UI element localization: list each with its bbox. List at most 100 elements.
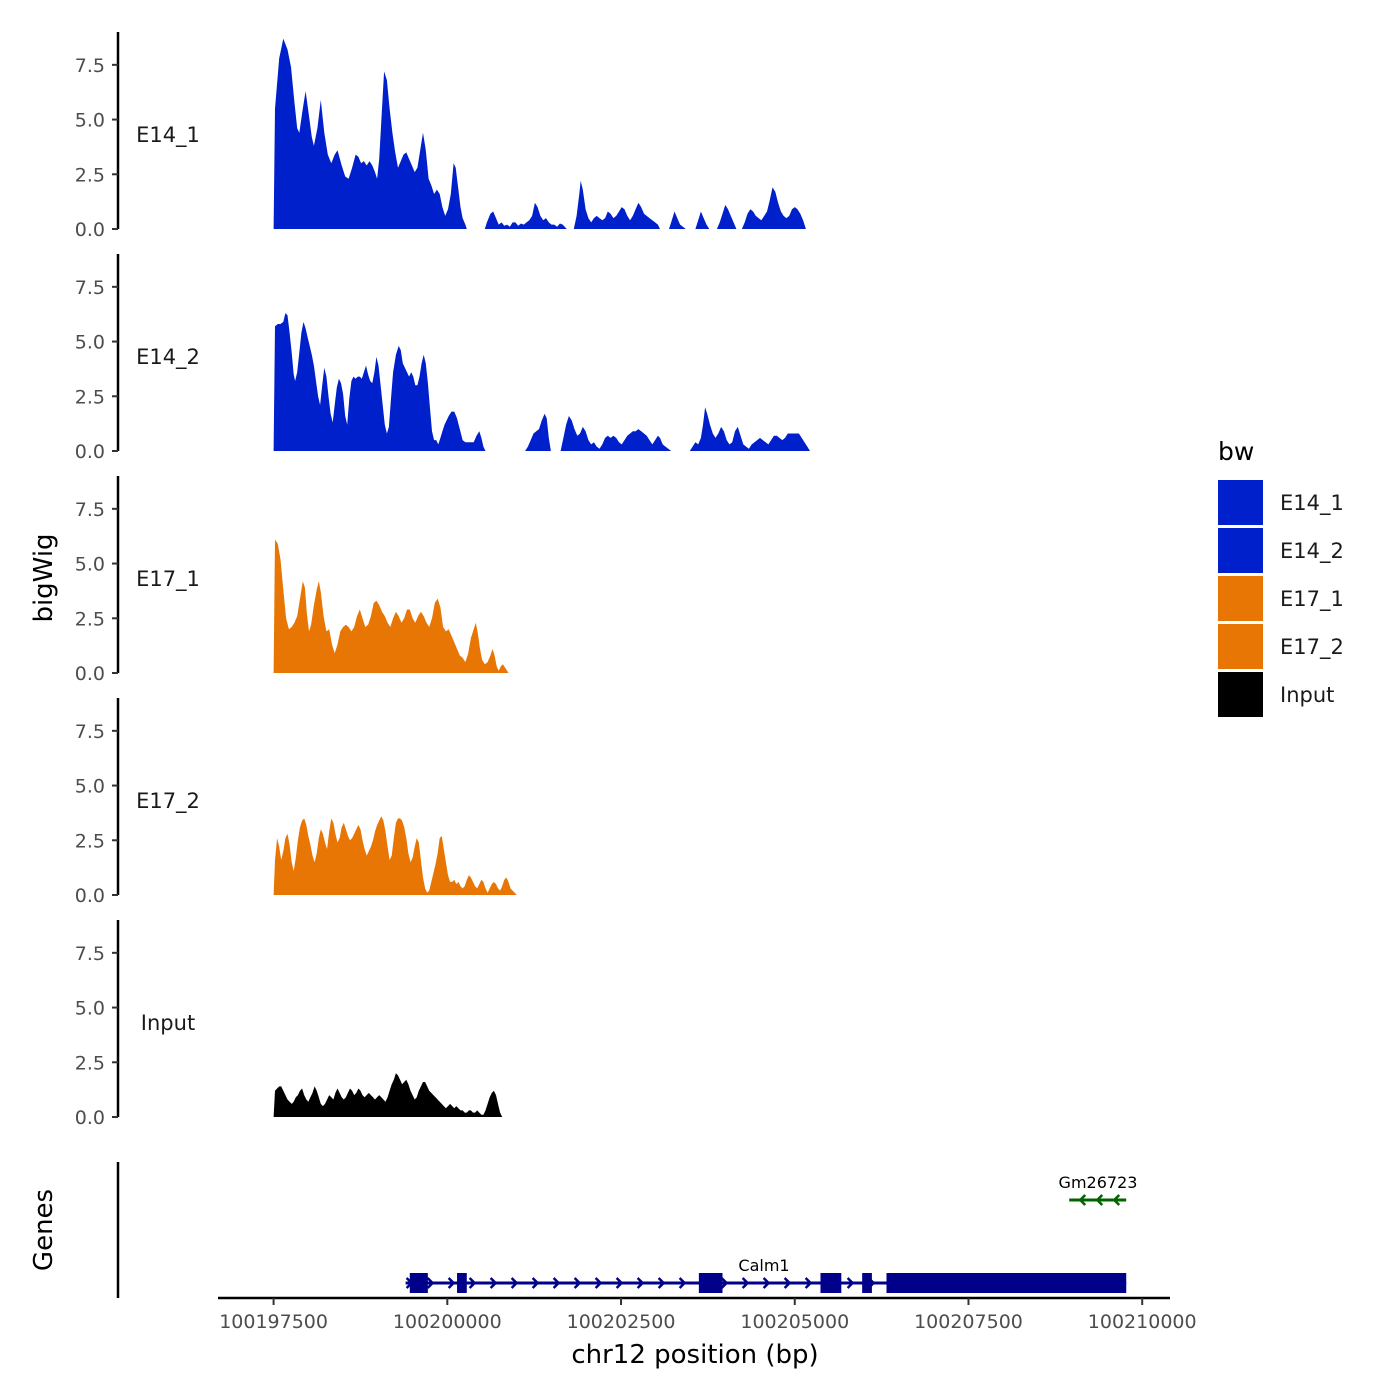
x-tick-label: 100210000: [1088, 1311, 1197, 1333]
y-tick-label: 2.5: [75, 608, 105, 630]
strand-arrow: [615, 1277, 624, 1289]
strand-arrow: [1078, 1194, 1087, 1206]
strand-arrow: [636, 1277, 645, 1289]
gene-track-title: Genes: [29, 1189, 59, 1271]
coverage-area-input: [273, 1073, 503, 1117]
gene-track-title-group: Genes: [29, 1189, 59, 1271]
gene-gm26723: Gm26723: [1059, 1173, 1138, 1206]
track-e17-1: 0.0 2.5 5.0 7.5 E17_1: [75, 476, 509, 685]
legend-swatch: [1218, 672, 1263, 717]
exon: [820, 1273, 842, 1293]
strand-arrow: [552, 1277, 561, 1289]
y-tick-label: 7.5: [75, 499, 105, 521]
strand-arrow: [531, 1277, 540, 1289]
strand-arrow: [762, 1277, 771, 1289]
legend-item-e17-2: E17_2: [1218, 624, 1344, 669]
coverage-area-e17-1: [273, 539, 509, 673]
track-e14-1: 0.0 2.5 5.0 7.5 E14_1: [75, 32, 806, 241]
x-tick-label: 100202500: [567, 1311, 676, 1333]
y-tick-label: 0.0: [75, 441, 105, 463]
legend-swatch: [1218, 624, 1263, 669]
track-panels: 0.0 2.5 5.0 7.5 E14_1 0.0 2.5 5.0 7.5 E14_2 0.0 2.5…: [75, 32, 810, 1129]
legend-swatch: [1218, 480, 1263, 525]
y-tick-label: 7.5: [75, 721, 105, 743]
coverage-area-e14-2: [273, 313, 486, 451]
track-e14-2: 0.0 2.5 5.0 7.5 E14_2: [75, 254, 810, 463]
y-tick-label: 5.0: [75, 998, 105, 1020]
strand-arrow: [804, 1277, 813, 1289]
coverage-area-e14-1: [741, 187, 806, 229]
y-tick-label: 7.5: [75, 277, 105, 299]
y-tick-label: 5.0: [75, 110, 105, 132]
exon: [409, 1273, 428, 1293]
gene-label-calm1: Calm1: [738, 1256, 789, 1275]
y-axis-title-group: bigWig: [29, 533, 59, 622]
y-tick-label: 2.5: [75, 164, 105, 186]
legend-label: E17_1: [1280, 587, 1344, 612]
x-tick-label: 100197500: [219, 1311, 328, 1333]
legend-item-input: Input: [1218, 672, 1334, 717]
y-tick-label: 0.0: [75, 1107, 105, 1129]
exon: [457, 1273, 467, 1293]
strand-arrow: [783, 1277, 792, 1289]
track-input: 0.0 2.5 5.0 7.5 Input: [75, 920, 503, 1129]
track-e17-2: 0.0 2.5 5.0 7.5 E17_2: [75, 698, 517, 907]
exon: [886, 1273, 1127, 1293]
coverage-area-e14-1: [695, 211, 710, 229]
strand-arrow: [594, 1277, 603, 1289]
exon: [862, 1273, 872, 1293]
strand-arrow: [846, 1277, 855, 1289]
strand-arrow: [741, 1277, 750, 1289]
x-axis: 100197500 100200000 100202500 100205000 1002…: [218, 1296, 1197, 1333]
track-label-e14-2: E14_2: [136, 345, 200, 370]
legend-label: E14_2: [1280, 539, 1344, 564]
track-label-e17-1: E17_1: [136, 567, 200, 592]
strand-arrow: [426, 1277, 435, 1289]
y-tick-label: 2.5: [75, 386, 105, 408]
y-tick-label: 2.5: [75, 1052, 105, 1074]
y-tick-label: 7.5: [75, 943, 105, 965]
gene-label-gm26723: Gm26723: [1059, 1173, 1138, 1192]
legend: E14_1 E14_2 E17_1 E17_2 Input: [1218, 480, 1344, 717]
x-tick-label: 100207500: [914, 1311, 1023, 1333]
gene-track: Calm1 Gm26723: [116, 1162, 1138, 1298]
track-label-e14-1: E14_1: [136, 123, 200, 148]
x-tick-label: 100205000: [740, 1311, 849, 1333]
y-tick-label: 0.0: [75, 663, 105, 685]
y-tick-label: 5.0: [75, 776, 105, 798]
coverage-area-e14-2: [689, 407, 810, 451]
x-axis-title: chr12 position (bp): [571, 1340, 818, 1370]
legend-item-e14-2: E14_2: [1218, 528, 1344, 573]
strand-arrow: [489, 1277, 498, 1289]
strand-arrow: [1095, 1194, 1104, 1206]
coverage-area-e17-2: [273, 816, 517, 895]
gene-calm1: Calm1: [405, 1256, 1127, 1293]
legend-item-e17-1: E17_1: [1218, 576, 1344, 621]
coverage-area-e14-1: [273, 38, 467, 229]
y-tick-label: 0.0: [75, 219, 105, 241]
y-tick-label: 2.5: [75, 830, 105, 852]
legend-swatch: [1218, 576, 1263, 621]
strand-arrow: [720, 1277, 729, 1289]
track-label-input: Input: [141, 1011, 195, 1035]
strand-arrow: [468, 1277, 477, 1289]
y-tick-label: 5.0: [75, 554, 105, 576]
y-axis-title: bigWig: [29, 533, 59, 622]
strand-arrow: [1112, 1194, 1121, 1206]
strand-arrow: [657, 1277, 666, 1289]
legend-title: bw: [1218, 437, 1254, 466]
y-tick-label: 0.0: [75, 885, 105, 907]
coverage-area-e14-1: [573, 180, 660, 229]
coverage-area-e14-2: [525, 413, 551, 451]
strand-arrow: [510, 1277, 519, 1289]
legend-swatch: [1218, 528, 1263, 573]
legend-item-e14-1: E14_1: [1218, 480, 1344, 525]
y-tick-label: 7.5: [75, 55, 105, 77]
y-tick-label: 5.0: [75, 332, 105, 354]
coverage-area-e14-1: [669, 211, 686, 229]
legend-label: Input: [1280, 683, 1334, 707]
strand-arrow: [573, 1277, 582, 1289]
x-tick-label: 100200000: [393, 1311, 502, 1333]
strand-arrow: [678, 1277, 687, 1289]
